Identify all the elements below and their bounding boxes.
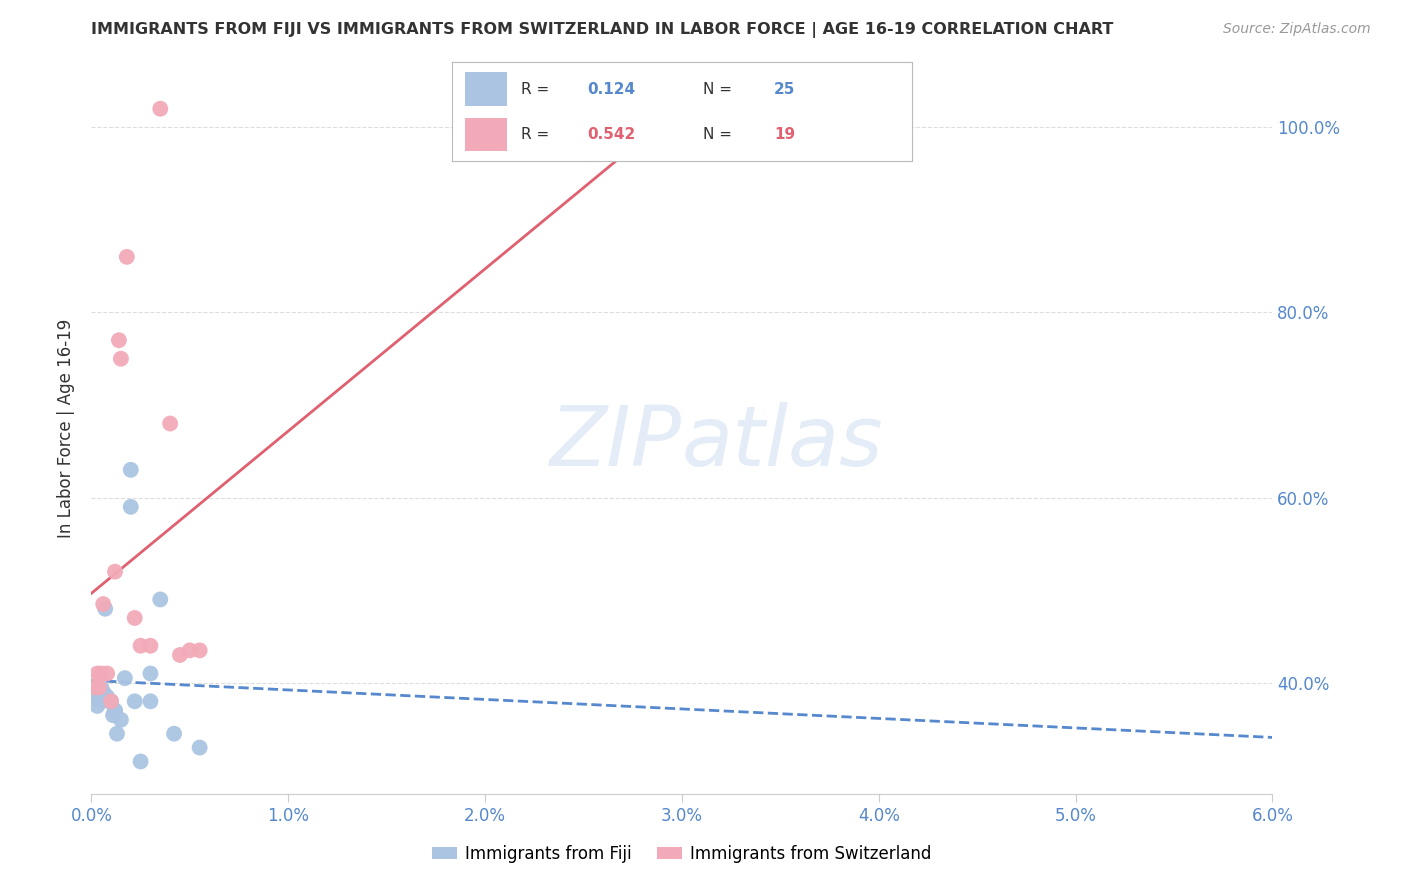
Text: Source: ZipAtlas.com: Source: ZipAtlas.com [1223,22,1371,37]
Point [110,713,132,727]
Point [101,708,124,723]
Point [188,740,211,755]
Y-axis label: In Labor Force | Age 16-19: In Labor Force | Age 16-19 [58,318,76,538]
Point [90,694,112,708]
Point [159,417,181,431]
Point [86,698,108,713]
Point [89,690,111,704]
Point [149,592,172,607]
Point [90,666,112,681]
Point [98,694,121,708]
Point [120,500,142,514]
Point [84,681,107,695]
Text: IMMIGRANTS FROM FIJI VS IMMIGRANTS FROM SWITZERLAND IN LABOR FORCE | AGE 16-19 C: IMMIGRANTS FROM FIJI VS IMMIGRANTS FROM … [91,22,1114,38]
Point [108,333,131,347]
Point [139,666,162,681]
Point [124,611,146,625]
Point [163,727,186,741]
Point [96,666,118,681]
Point [179,643,201,657]
Point [115,250,138,264]
Point [94,601,117,615]
Point [104,704,127,718]
Point [100,694,122,708]
Point [149,102,172,116]
Point [91,685,114,699]
Point [114,671,136,685]
Point [120,463,142,477]
Text: atlas: atlas [682,402,883,483]
Point [169,648,191,662]
Point [84,690,107,704]
Point [129,755,152,769]
Point [124,694,146,708]
Point [90,681,112,695]
Legend: Immigrants from Fiji, Immigrants from Switzerland: Immigrants from Fiji, Immigrants from Sw… [426,838,938,870]
Point [105,727,128,741]
Point [91,597,114,611]
Point [86,666,108,681]
Point [188,643,211,657]
Point [96,690,118,704]
Point [139,694,162,708]
Point [100,694,122,708]
Point [89,681,111,695]
Text: ZIP: ZIP [550,402,682,483]
Point [110,351,132,366]
Point [104,565,127,579]
Point [129,639,152,653]
Point [139,639,162,653]
Point [104,704,127,718]
